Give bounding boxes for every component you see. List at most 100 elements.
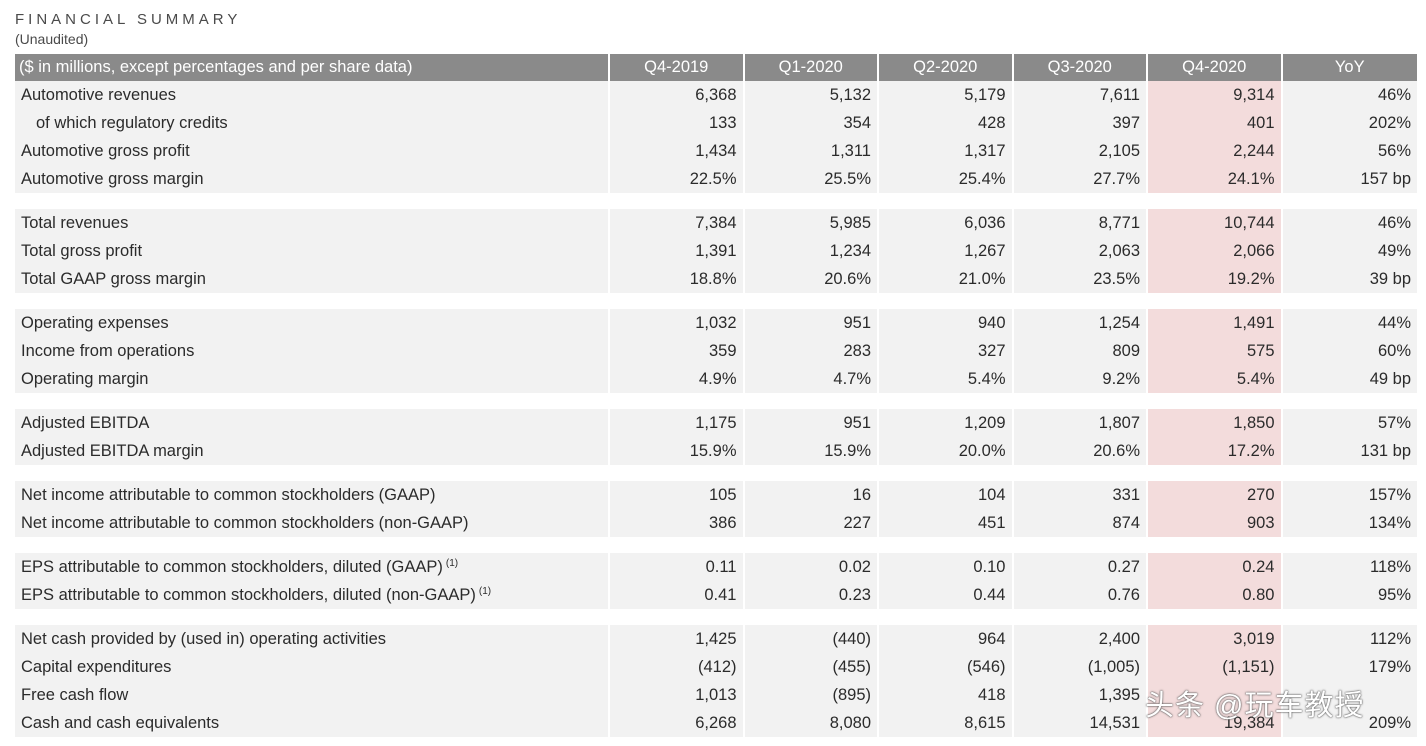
cell-q1-2020: 20.6% bbox=[744, 265, 879, 293]
cell-q4-2019: 6,268 bbox=[610, 709, 745, 737]
report-subtitle: (Unaudited) bbox=[15, 31, 89, 47]
cell-q4-2019: 1,391 bbox=[610, 237, 745, 265]
cell-yoy: 157 bp bbox=[1282, 165, 1417, 193]
column-header-label: ($ in millions, except percentages and p… bbox=[15, 54, 610, 81]
cell-q4-2019: 133 bbox=[610, 109, 745, 137]
cell-q1-2020: 354 bbox=[744, 109, 879, 137]
cell-q1-2020: 16 bbox=[744, 481, 879, 509]
cell-q2-2020: 940 bbox=[879, 309, 1014, 337]
cell-yoy bbox=[1282, 681, 1417, 709]
cell-q2-2020: 1,209 bbox=[879, 409, 1014, 437]
cell-q4-2020: 1,850 bbox=[1148, 409, 1283, 437]
table-row: Total revenues 7,384 5,985 6,036 8,771 10,744… bbox=[15, 209, 1417, 237]
cell-q3-2020: 2,105 bbox=[1013, 137, 1148, 165]
cell-yoy: 44% bbox=[1282, 309, 1417, 337]
column-header-q1-2020: Q1-2020 bbox=[744, 54, 879, 81]
row-label: Total gross profit bbox=[15, 237, 610, 265]
row-label-text: Operating margin bbox=[21, 369, 149, 388]
row-label-text: of which regulatory credits bbox=[36, 113, 228, 132]
cell-q3-2020: 2,063 bbox=[1013, 237, 1148, 265]
cell-q4-2020: 9,314 bbox=[1148, 81, 1283, 109]
cell-q1-2020: 5,985 bbox=[744, 209, 879, 237]
cell-yoy: 39 bp bbox=[1282, 265, 1417, 293]
row-label: Total revenues bbox=[15, 209, 610, 237]
column-header-q4-2020: Q4-2020 bbox=[1148, 54, 1283, 81]
cell-q2-2020: 6,036 bbox=[879, 209, 1014, 237]
cell-q3-2020: 14,531 bbox=[1013, 709, 1148, 737]
group-spacer bbox=[15, 465, 1417, 481]
table-row: Cash and cash equivalents 6,268 8,080 8,615… bbox=[15, 709, 1417, 737]
cell-q2-2020: 428 bbox=[879, 109, 1014, 137]
cell-q4-2020: 5.4% bbox=[1148, 365, 1283, 393]
row-label: Total GAAP gross margin bbox=[15, 265, 610, 293]
cell-q3-2020: 20.6% bbox=[1013, 437, 1148, 465]
cell-q3-2020: 1,807 bbox=[1013, 409, 1148, 437]
row-label: Cash and cash equivalents bbox=[15, 709, 610, 737]
row-label-text: EPS attributable to common stockholders,… bbox=[21, 585, 476, 604]
column-header-q2-2020: Q2-2020 bbox=[879, 54, 1014, 81]
cell-yoy: 57% bbox=[1282, 409, 1417, 437]
cell-q4-2019: 359 bbox=[610, 337, 745, 365]
row-label: Operating margin bbox=[15, 365, 610, 393]
row-label-text: Net income attributable to common stockh… bbox=[21, 485, 436, 504]
cell-yoy: 49 bp bbox=[1282, 365, 1417, 393]
cell-q4-2020: 10,744 bbox=[1148, 209, 1283, 237]
table-row: Free cash flow 1,013 (895) 418 1,395 bbox=[15, 681, 1417, 709]
cell-q3-2020: 809 bbox=[1013, 337, 1148, 365]
table-row: Automotive gross profit 1,434 1,311 1,317 2,… bbox=[15, 137, 1417, 165]
row-label-text: Adjusted EBITDA bbox=[21, 413, 150, 432]
footnote-marker: (1) bbox=[445, 557, 459, 569]
row-label: Net income attributable to common stockh… bbox=[15, 509, 610, 537]
table-row: Net cash provided by (used in) operating… bbox=[15, 625, 1417, 653]
cell-q2-2020: 327 bbox=[879, 337, 1014, 365]
report-title: FINANCIAL SUMMARY bbox=[15, 11, 242, 28]
cell-q2-2020: 418 bbox=[879, 681, 1014, 709]
column-header-yoy: YoY bbox=[1282, 54, 1417, 81]
cell-q3-2020: 27.7% bbox=[1013, 165, 1148, 193]
table-row: Operating expenses 1,032 951 940 1,254 1,491 4… bbox=[15, 309, 1417, 337]
row-label: Automotive gross margin bbox=[15, 165, 610, 193]
table-row: Net income attributable to common stockh… bbox=[15, 509, 1417, 537]
group-spacer bbox=[15, 193, 1417, 209]
cell-q4-2020: 24.1% bbox=[1148, 165, 1283, 193]
cell-q4-2019: 6,368 bbox=[610, 81, 745, 109]
table-body: Automotive revenues 6,368 5,132 5,179 7,611 9… bbox=[15, 81, 1417, 737]
cell-q2-2020: 5.4% bbox=[879, 365, 1014, 393]
row-label-text: Cash and cash equivalents bbox=[21, 713, 220, 732]
row-label: Automotive revenues bbox=[15, 81, 610, 109]
row-label-text: Income from operations bbox=[21, 341, 195, 360]
cell-q4-2019: 22.5% bbox=[610, 165, 745, 193]
cell-q2-2020: 5,179 bbox=[879, 81, 1014, 109]
cell-yoy: 131 bp bbox=[1282, 437, 1417, 465]
cell-q2-2020: 25.4% bbox=[879, 165, 1014, 193]
cell-q3-2020: (1,005) bbox=[1013, 653, 1148, 681]
cell-q2-2020: 964 bbox=[879, 625, 1014, 653]
table-row: Total GAAP gross margin 18.8% 20.6% 21.0% 23… bbox=[15, 265, 1417, 293]
table-row: Capital expenditures (412) (455) (546) (1,00… bbox=[15, 653, 1417, 681]
cell-q3-2020: 1,395 bbox=[1013, 681, 1148, 709]
row-label: Net cash provided by (used in) operating… bbox=[15, 625, 610, 653]
cell-yoy: 118% bbox=[1282, 553, 1417, 581]
cell-q2-2020: 1,317 bbox=[879, 137, 1014, 165]
footnote-marker: (1) bbox=[478, 585, 492, 597]
cell-q4-2019: 1,434 bbox=[610, 137, 745, 165]
cell-q4-2020: 2,244 bbox=[1148, 137, 1283, 165]
cell-q4-2020: 2,066 bbox=[1148, 237, 1283, 265]
cell-q4-2020: 19.2% bbox=[1148, 265, 1283, 293]
cell-q4-2019: 0.11 bbox=[610, 553, 745, 581]
row-label-text: Adjusted EBITDA margin bbox=[21, 441, 204, 460]
watermark: 头条 @玩车教授 bbox=[1145, 690, 1365, 722]
row-label: Adjusted EBITDA bbox=[15, 409, 610, 437]
row-label: Capital expenditures bbox=[15, 653, 610, 681]
table-row: EPS attributable to common stockholders,… bbox=[15, 553, 1417, 581]
cell-q4-2019: 18.8% bbox=[610, 265, 745, 293]
cell-q4-2020: 903 bbox=[1148, 509, 1283, 537]
group-spacer bbox=[15, 609, 1417, 625]
row-label: Adjusted EBITDA margin bbox=[15, 437, 610, 465]
cell-q4-2020: 401 bbox=[1148, 109, 1283, 137]
cell-q1-2020: (895) bbox=[744, 681, 879, 709]
cell-q4-2019: 0.41 bbox=[610, 581, 745, 609]
cell-yoy: 112% bbox=[1282, 625, 1417, 653]
group-spacer bbox=[15, 293, 1417, 309]
row-label-text: Total gross profit bbox=[21, 241, 143, 260]
